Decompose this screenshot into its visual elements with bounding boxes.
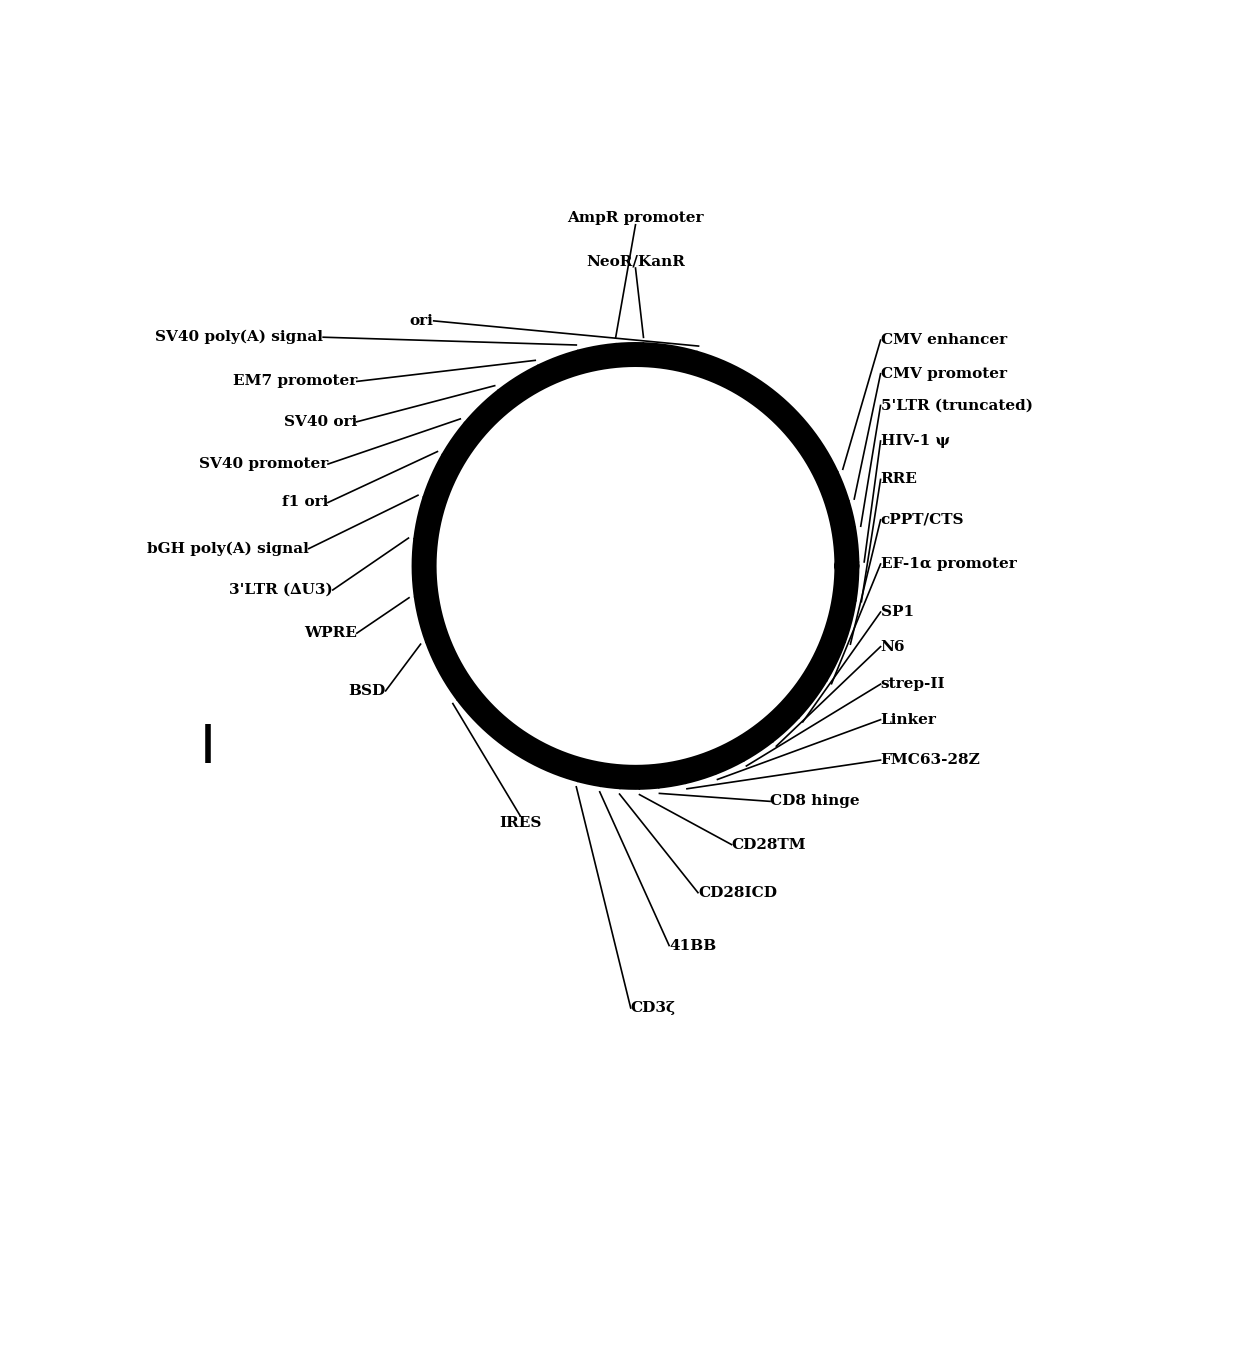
Text: CD28TM: CD28TM [732, 838, 806, 851]
Text: CMV enhancer: CMV enhancer [880, 333, 1007, 347]
Text: Linker: Linker [880, 712, 936, 727]
Text: FMC63-28Z: FMC63-28Z [880, 753, 981, 768]
Text: CD3ζ: CD3ζ [631, 1001, 676, 1014]
Text: NeoR/KanR: NeoR/KanR [587, 254, 684, 268]
Text: cPPT/CTS: cPPT/CTS [880, 513, 963, 527]
Text: CD28ICD: CD28ICD [698, 886, 777, 900]
Text: f1 ori: f1 ori [281, 495, 327, 510]
Text: SV40 poly(A) signal: SV40 poly(A) signal [155, 331, 324, 344]
Text: SV40 promoter: SV40 promoter [198, 457, 327, 471]
Text: BSD: BSD [348, 684, 386, 697]
Text: ori: ori [409, 314, 434, 328]
Text: CMV promoter: CMV promoter [880, 367, 1007, 380]
Text: 41BB: 41BB [670, 939, 717, 952]
Text: bGH poly(A) signal: bGH poly(A) signal [146, 541, 309, 556]
Text: SV40 ori: SV40 ori [284, 414, 357, 429]
Text: EM7 promoter: EM7 promoter [233, 375, 357, 389]
Text: RRE: RRE [880, 472, 918, 487]
Text: WPRE: WPRE [304, 626, 357, 641]
Text: EF-1α promoter: EF-1α promoter [880, 557, 1017, 571]
Text: N6: N6 [880, 639, 905, 654]
Text: HIV-1 ψ: HIV-1 ψ [880, 434, 950, 448]
Text: 5'LTR (truncated): 5'LTR (truncated) [880, 398, 1033, 413]
Text: CD8 hinge: CD8 hinge [770, 795, 859, 808]
Text: AmpR promoter: AmpR promoter [567, 210, 704, 225]
Text: IRES: IRES [498, 816, 542, 830]
Text: SP1: SP1 [880, 606, 914, 619]
Text: strep-II: strep-II [880, 677, 945, 691]
Text: 3'LTR (∆U3): 3'LTR (∆U3) [229, 583, 332, 598]
